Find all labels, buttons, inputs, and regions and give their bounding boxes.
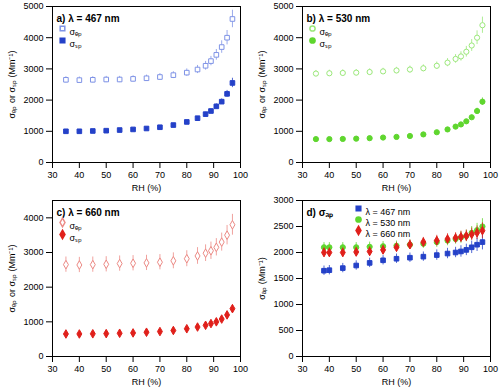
svg-text:70: 70: [405, 170, 415, 180]
svg-text:30: 30: [297, 364, 307, 374]
svg-text:1000: 1000: [273, 299, 293, 309]
svg-text:70: 70: [155, 170, 165, 180]
svg-text:2000: 2000: [23, 95, 43, 105]
svg-text:2000: 2000: [23, 282, 43, 292]
svg-text:4000: 4000: [23, 33, 43, 43]
svg-text:RH (%): RH (%): [382, 183, 412, 193]
svg-text:σₑₚ or σₛₚ (Mm⁻¹): σₑₚ or σₛₚ (Mm⁻¹): [257, 51, 268, 119]
svg-text:3000: 3000: [23, 247, 43, 257]
svg-text:90: 90: [209, 364, 219, 374]
svg-text:50: 50: [351, 364, 361, 374]
svg-text:RH (%): RH (%): [132, 377, 162, 387]
svg-text:50: 50: [351, 170, 361, 180]
svg-text:30: 30: [297, 170, 307, 180]
svg-text:60: 60: [378, 170, 388, 180]
svg-text:40: 40: [324, 170, 334, 180]
svg-text:40: 40: [74, 364, 84, 374]
svg-text:30: 30: [47, 170, 57, 180]
svg-text:0: 0: [288, 157, 293, 167]
svg-text:RH (%): RH (%): [132, 183, 162, 193]
svg-text:1000: 1000: [23, 317, 43, 327]
svg-text:RH (%): RH (%): [382, 377, 412, 387]
svg-text:40: 40: [74, 170, 84, 180]
svg-text:σₐₚ (Mm⁻¹): σₐₚ (Mm⁻¹): [257, 257, 268, 299]
svg-text:d) σₐₚ: d) σₐₚ: [307, 207, 334, 219]
svg-text:90: 90: [209, 170, 219, 180]
svg-text:5000: 5000: [273, 1, 293, 11]
svg-text:100: 100: [483, 170, 498, 180]
svg-text:4000: 4000: [273, 33, 293, 43]
svg-text:1000: 1000: [273, 126, 293, 136]
svg-text:60: 60: [128, 364, 138, 374]
svg-text:σₛₚ: σₛₚ: [320, 39, 333, 50]
svg-text:50: 50: [101, 364, 111, 374]
svg-text:100: 100: [483, 364, 498, 374]
svg-text:b) λ = 530 nm: b) λ = 530 nm: [307, 13, 371, 24]
svg-text:40: 40: [324, 364, 334, 374]
svg-text:80: 80: [432, 170, 442, 180]
svg-text:5000: 5000: [23, 1, 43, 11]
svg-text:100: 100: [233, 170, 248, 180]
svg-text:λ = 660 nm: λ = 660 nm: [366, 229, 411, 239]
svg-text:30: 30: [47, 364, 57, 374]
svg-text:λ = 530 nm: λ = 530 nm: [366, 218, 411, 228]
svg-text:0: 0: [288, 351, 293, 361]
svg-text:σₑₚ: σₑₚ: [320, 27, 333, 38]
svg-text:80: 80: [182, 170, 192, 180]
svg-text:70: 70: [155, 364, 165, 374]
svg-text:σₑₚ: σₑₚ: [70, 27, 83, 38]
svg-text:60: 60: [378, 364, 388, 374]
svg-text:1000: 1000: [23, 126, 43, 136]
svg-text:σₑₚ: σₑₚ: [70, 221, 83, 232]
svg-text:100: 100: [233, 364, 248, 374]
svg-text:σₑₚ or σₛₚ (Mm⁻¹): σₑₚ or σₛₚ (Mm⁻¹): [7, 245, 18, 313]
svg-text:3000: 3000: [273, 64, 293, 74]
svg-text:0: 0: [38, 157, 43, 167]
svg-text:80: 80: [432, 364, 442, 374]
svg-text:λ = 467 nm: λ = 467 nm: [366, 207, 411, 217]
svg-text:2000: 2000: [273, 247, 293, 257]
svg-text:2000: 2000: [273, 95, 293, 105]
svg-text:90: 90: [459, 364, 469, 374]
svg-text:σₛₚ: σₛₚ: [70, 233, 83, 244]
svg-text:70: 70: [405, 364, 415, 374]
svg-text:90: 90: [459, 170, 469, 180]
svg-text:500: 500: [278, 325, 293, 335]
svg-text:σₑₚ or σₛₚ (Mm⁻¹): σₑₚ or σₛₚ (Mm⁻¹): [7, 51, 18, 119]
svg-text:1500: 1500: [273, 273, 293, 283]
svg-text:60: 60: [128, 170, 138, 180]
svg-text:50: 50: [101, 170, 111, 180]
svg-text:3000: 3000: [23, 64, 43, 74]
svg-text:σₛₚ: σₛₚ: [70, 39, 83, 50]
svg-text:a) λ = 467 nm: a) λ = 467 nm: [57, 13, 120, 24]
svg-text:80: 80: [182, 364, 192, 374]
svg-text:c) λ = 660 nm: c) λ = 660 nm: [57, 207, 120, 218]
svg-text:4000: 4000: [23, 213, 43, 223]
svg-text:2500: 2500: [273, 221, 293, 231]
svg-text:3000: 3000: [273, 195, 293, 205]
svg-text:0: 0: [38, 351, 43, 361]
